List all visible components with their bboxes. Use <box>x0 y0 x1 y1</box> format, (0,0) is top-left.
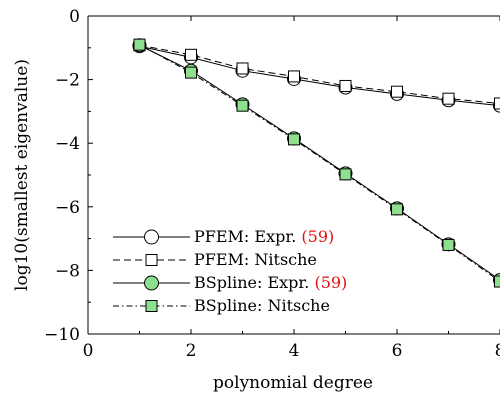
legend-label: BSpline: Nitsche <box>194 296 330 315</box>
legend-equation-ref: (59) <box>301 227 334 246</box>
series-line <box>139 44 500 282</box>
legend: PFEM: Expr. (59) PFEM: Nitsche BSpline: Ex… <box>113 227 347 315</box>
series-line <box>139 44 500 281</box>
legend-marker <box>145 254 158 266</box>
x-tick-label: 0 <box>83 341 94 361</box>
legend-equation-ref: (59) <box>314 273 347 292</box>
x-tick-label: 6 <box>392 341 403 361</box>
series-line <box>139 45 500 107</box>
legend-label: BSpline: Expr. (59) <box>194 273 347 292</box>
x-tick-label: 4 <box>289 341 300 361</box>
x-tick-label: 2 <box>186 341 197 361</box>
data-point <box>288 133 300 146</box>
y-tick-label: −8 <box>55 261 80 281</box>
legend-marker <box>144 275 159 291</box>
data-point <box>185 66 197 79</box>
x-tick-label: 8 <box>495 341 500 361</box>
y-tick-label: −4 <box>55 134 80 154</box>
data-point <box>339 79 352 92</box>
data-point <box>236 99 249 112</box>
legend-label: PFEM: Expr. (59) <box>194 227 334 246</box>
y-axis-label: log10(smallest eigenvalue) <box>12 59 32 291</box>
y-tick-label: −2 <box>55 71 80 91</box>
data-point <box>442 92 455 105</box>
data-point <box>185 48 197 61</box>
data-point <box>133 38 146 51</box>
data-point <box>494 275 500 288</box>
y-tick-label: −6 <box>55 198 80 218</box>
data-point <box>339 168 352 181</box>
y-tick-label: −10 <box>44 325 80 345</box>
data-point <box>442 238 455 251</box>
data-point <box>288 70 300 83</box>
data-point <box>236 62 249 75</box>
legend-marker <box>145 300 158 312</box>
axes: 0 2 4 6 8 0 −2 −4 −6 −8 −10 <box>44 7 500 361</box>
data-point <box>391 85 403 98</box>
data-point <box>391 203 403 216</box>
series-line <box>139 44 500 104</box>
series-layer <box>132 38 500 288</box>
series-4 <box>133 38 500 288</box>
legend-label: PFEM: Nitsche <box>194 250 317 269</box>
data-point <box>494 97 500 110</box>
x-axis-label: polynomial degree <box>213 373 373 393</box>
legend-marker <box>144 229 159 245</box>
y-tick-label: 0 <box>69 7 80 27</box>
